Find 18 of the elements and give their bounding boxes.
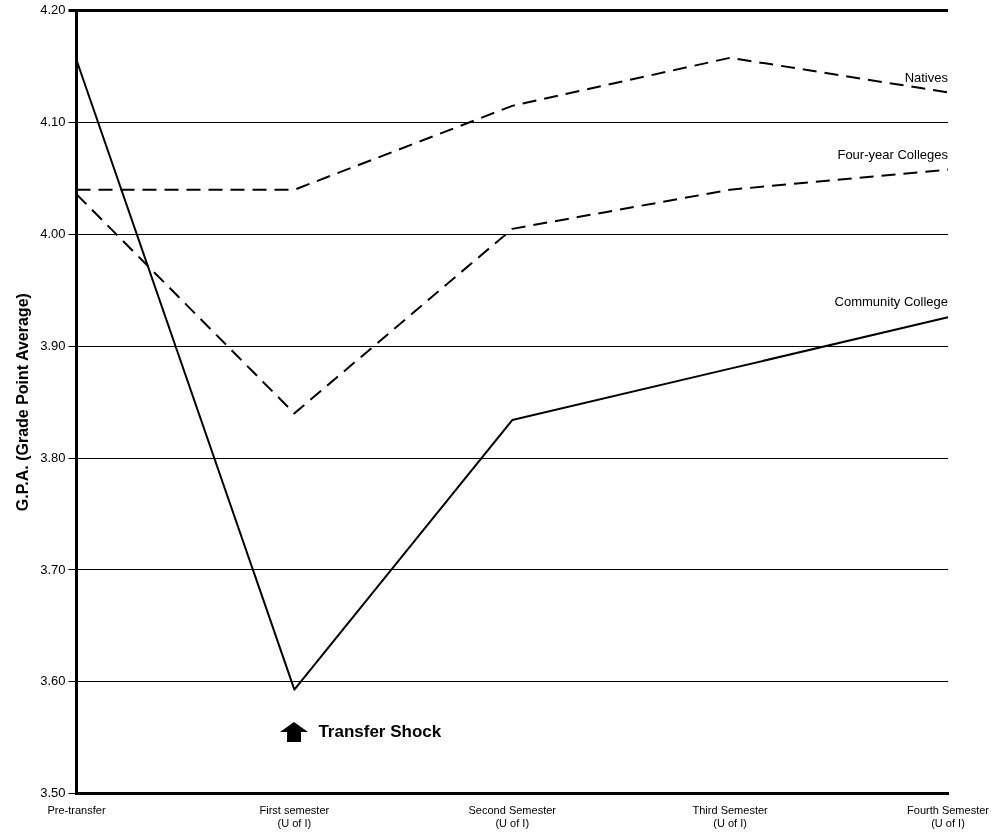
y-tick-label: 3.70 (40, 561, 66, 577)
y-tick-label: 4.10 (40, 114, 66, 130)
x-tick-label: Fourth Semester (U of I) (907, 804, 990, 830)
x-tick-label: Third Semester (U of I) (692, 804, 769, 830)
series-label: Community College (834, 294, 948, 310)
y-tick-label: 3.90 (40, 337, 66, 353)
y-axis-title: G.P.A. (Grade Point Average) (14, 293, 32, 512)
x-tick-label: Pre-transfer (47, 804, 106, 817)
x-tick-label: First semester (U of I) (259, 804, 330, 830)
y-tick-label: 4.00 (40, 226, 66, 242)
annotation: Transfer Shock (318, 721, 442, 741)
y-tick-label: 4.20 (40, 2, 66, 18)
series-label: Four-year Colleges (837, 146, 949, 162)
series-label: Natives (904, 69, 949, 85)
y-tick-label: 3.60 (40, 673, 66, 689)
y-tick-label: 3.50 (40, 785, 66, 801)
x-tick-label: Second Semester (U of I) (468, 804, 557, 830)
y-tick-label: 3.80 (40, 449, 66, 465)
